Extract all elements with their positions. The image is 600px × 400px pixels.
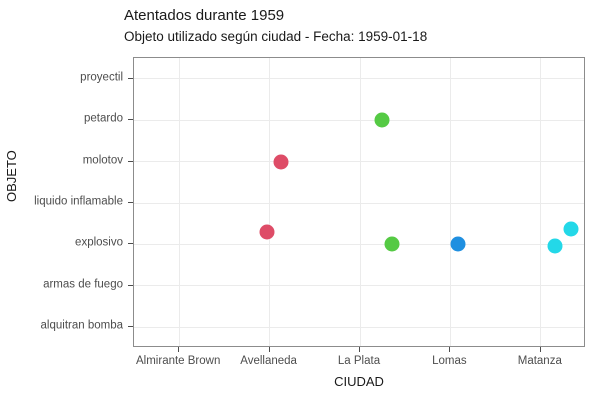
gridline-horizontal: [134, 243, 584, 245]
gridline-vertical: [178, 58, 180, 346]
data-point[interactable]: [374, 112, 390, 128]
x-axis-tick-label: Matanza: [517, 355, 562, 367]
gridlines: [134, 58, 584, 346]
x-axis-tick-label: Lomas: [432, 355, 467, 367]
gridline-horizontal: [134, 326, 584, 328]
gridline-vertical: [540, 58, 542, 346]
x-axis-tick: [178, 347, 180, 352]
y-axis-tick-label: liquido inflamable: [34, 195, 123, 208]
y-axis-tick-label: explosivo: [75, 236, 123, 249]
x-axis-tick-label: La Plata: [337, 355, 381, 367]
y-axis-tick-label: armas de fuego: [43, 278, 123, 291]
y-axis-tick-label: proyectil: [80, 71, 123, 84]
data-points: [134, 58, 584, 346]
chart-title: Atentados durante 1959: [124, 7, 285, 24]
gridline-horizontal: [134, 161, 584, 163]
data-point[interactable]: [450, 236, 466, 252]
y-axis-tick: [128, 119, 133, 121]
gridline-horizontal: [134, 78, 584, 80]
x-axis-tick-label: Avellaneda: [240, 355, 297, 367]
x-axis-tick: [268, 347, 270, 352]
y-axis-tick-label: alquitran bomba: [40, 319, 123, 332]
y-axis-title: OBJETO: [4, 150, 19, 202]
gridline-vertical: [269, 58, 271, 346]
gridline-vertical: [359, 58, 361, 346]
data-point[interactable]: [273, 154, 289, 170]
data-point[interactable]: [547, 238, 563, 254]
y-axis-tick: [128, 77, 133, 79]
data-point[interactable]: [563, 221, 579, 237]
gridline-horizontal: [134, 202, 584, 204]
gridline-horizontal: [134, 119, 584, 121]
y-axis-tick: [128, 243, 133, 245]
x-axis-tick: [539, 347, 541, 352]
gridline-horizontal: [134, 285, 584, 287]
plot-area: [133, 57, 585, 347]
gridline-vertical: [449, 58, 451, 346]
x-axis-tick: [449, 347, 451, 352]
y-axis-tick: [128, 284, 133, 286]
y-axis-tick-label: molotov: [82, 154, 123, 167]
y-axis-tick: [128, 160, 133, 162]
y-axis-tick-label: petardo: [83, 112, 123, 125]
x-axis-title: CIUDAD: [334, 374, 384, 389]
x-axis-tick-label: Almirante Brown: [136, 355, 221, 367]
y-axis-tick: [128, 326, 133, 328]
data-point[interactable]: [384, 236, 400, 252]
x-axis-tick: [359, 347, 360, 352]
y-axis-tick: [128, 202, 133, 203]
chart-subtitle: Objeto utilizado según ciudad - Fecha: 1…: [124, 29, 428, 44]
data-point[interactable]: [259, 224, 275, 240]
title-block: Atentados durante 1959 Objeto utilizado …: [124, 6, 594, 46]
